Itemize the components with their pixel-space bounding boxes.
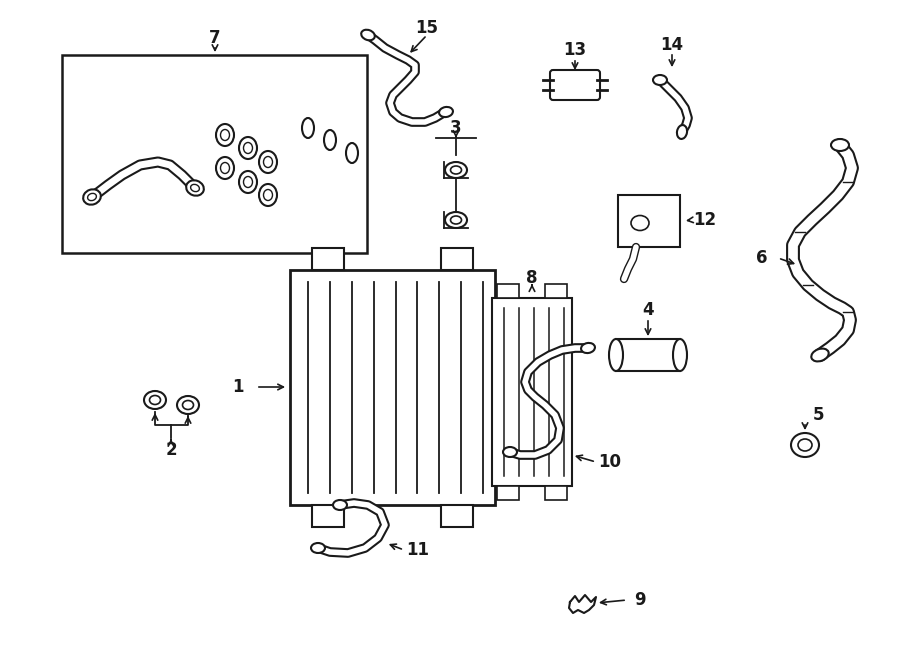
Bar xyxy=(62,55,367,253)
Ellipse shape xyxy=(451,216,462,224)
Ellipse shape xyxy=(87,194,96,201)
Ellipse shape xyxy=(144,391,166,409)
Ellipse shape xyxy=(451,166,462,174)
Text: 1: 1 xyxy=(232,378,244,396)
Bar xyxy=(545,284,567,298)
Ellipse shape xyxy=(264,190,273,200)
Ellipse shape xyxy=(324,130,336,150)
Bar xyxy=(616,339,680,371)
Bar xyxy=(545,486,567,500)
Ellipse shape xyxy=(216,157,234,179)
Ellipse shape xyxy=(439,107,453,117)
Text: 6: 6 xyxy=(756,249,768,267)
Ellipse shape xyxy=(811,348,829,362)
Text: 10: 10 xyxy=(598,453,622,471)
Text: 5: 5 xyxy=(812,406,824,424)
Bar xyxy=(497,486,519,500)
Ellipse shape xyxy=(791,433,819,457)
Ellipse shape xyxy=(244,176,253,188)
Ellipse shape xyxy=(259,184,277,206)
Ellipse shape xyxy=(346,143,358,163)
Bar xyxy=(441,505,473,527)
Text: 11: 11 xyxy=(407,541,429,559)
Ellipse shape xyxy=(445,212,467,228)
Ellipse shape xyxy=(220,130,230,141)
Ellipse shape xyxy=(677,125,687,139)
Text: 13: 13 xyxy=(563,41,587,59)
Ellipse shape xyxy=(581,343,595,353)
Polygon shape xyxy=(569,595,596,613)
Ellipse shape xyxy=(831,139,849,151)
Ellipse shape xyxy=(220,163,230,173)
Ellipse shape xyxy=(239,137,257,159)
Ellipse shape xyxy=(445,162,467,178)
Ellipse shape xyxy=(259,151,277,173)
Ellipse shape xyxy=(239,171,257,193)
Text: 8: 8 xyxy=(526,269,538,287)
Ellipse shape xyxy=(216,124,234,146)
Ellipse shape xyxy=(673,339,687,371)
Bar xyxy=(441,248,473,270)
Ellipse shape xyxy=(244,143,253,153)
Ellipse shape xyxy=(177,396,199,414)
Text: 14: 14 xyxy=(661,36,684,54)
Ellipse shape xyxy=(186,180,203,196)
Text: 15: 15 xyxy=(416,19,438,37)
Bar xyxy=(492,298,572,486)
Ellipse shape xyxy=(302,118,314,138)
Ellipse shape xyxy=(653,75,667,85)
Bar xyxy=(618,195,680,247)
Text: 9: 9 xyxy=(634,591,646,609)
FancyBboxPatch shape xyxy=(550,70,600,100)
Text: 7: 7 xyxy=(209,29,220,47)
Bar xyxy=(497,284,519,298)
Ellipse shape xyxy=(83,189,101,205)
Ellipse shape xyxy=(361,30,374,40)
Ellipse shape xyxy=(798,439,812,451)
Ellipse shape xyxy=(311,543,325,553)
Ellipse shape xyxy=(333,500,347,510)
Text: 2: 2 xyxy=(166,441,176,459)
Text: 3: 3 xyxy=(450,119,462,137)
Ellipse shape xyxy=(183,401,194,410)
Text: 12: 12 xyxy=(693,211,716,229)
Ellipse shape xyxy=(149,395,160,405)
Bar xyxy=(290,270,495,505)
Bar xyxy=(312,505,344,527)
Ellipse shape xyxy=(609,339,623,371)
Text: 4: 4 xyxy=(643,301,653,319)
Ellipse shape xyxy=(631,215,649,231)
Ellipse shape xyxy=(503,447,517,457)
Ellipse shape xyxy=(191,184,200,192)
Bar xyxy=(312,248,344,270)
Ellipse shape xyxy=(264,157,273,167)
